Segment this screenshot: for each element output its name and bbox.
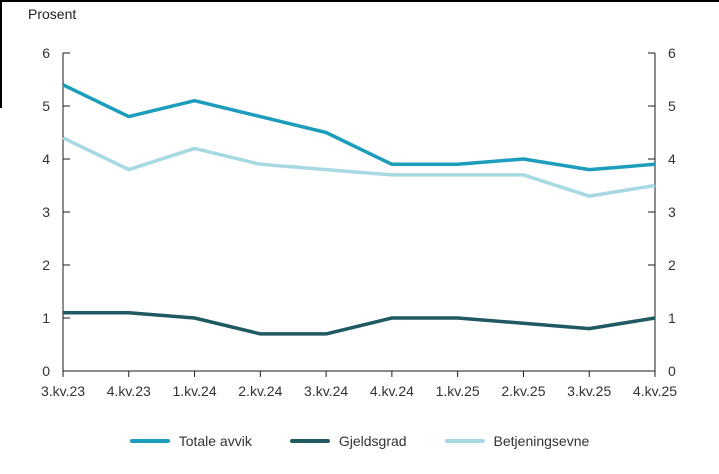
x-tick-label: 3.kv.25	[567, 383, 611, 399]
y-tick-label-right: 5	[668, 98, 676, 114]
legend-item-totale-avvik: Totale avvik	[129, 433, 252, 449]
y-tick-label-right: 1	[668, 310, 676, 326]
frame-left-border	[0, 0, 2, 108]
y-tick-label-left: 2	[42, 257, 50, 273]
y-tick-label-left: 0	[42, 363, 50, 379]
y-tick-label-left: 4	[42, 151, 50, 167]
y-tick-label-right: 4	[668, 151, 676, 167]
x-tick-label: 4.kv.24	[370, 383, 414, 399]
chart-legend: Totale avvik Gjeldsgrad Betjeningsevne	[0, 433, 719, 449]
legend-swatch-totale-avvik	[129, 439, 170, 443]
y-tick-label-right: 0	[668, 363, 676, 379]
x-tick-label: 2.kv.24	[238, 383, 282, 399]
series-line-gjeldsgrad	[63, 310, 656, 336]
legend-label-gjeldsgrad: Gjeldsgrad	[338, 433, 407, 449]
x-tick-label: 1.kv.25	[436, 383, 480, 399]
x-tick-label: 3.kv.23	[41, 383, 85, 399]
series-line-betjeningsevne	[62, 136, 656, 198]
legend-item-gjeldsgrad: Gjeldsgrad	[289, 433, 407, 449]
y-tick-label-right: 3	[668, 204, 676, 220]
x-tick-label: 3.kv.24	[304, 383, 348, 399]
y-tick-label-left: 1	[42, 310, 50, 326]
y-axis-title: Prosent	[28, 6, 77, 22]
legend-label-totale-avvik: Totale avvik	[178, 433, 252, 449]
x-tick-label: 4.kv.23	[107, 383, 151, 399]
legend-label-betjeningsevne: Betjeningsevne	[493, 433, 590, 449]
legend-swatch-gjeldsgrad	[289, 439, 330, 443]
line-chart: 0 0 1 1 2 2 3 3 4 4 5 5 6 6 3.kv.23 4.kv.23 1.kv.24 2.kv.…	[41, 45, 677, 399]
y-tick-label-left: 5	[42, 98, 50, 114]
y-tick-label-left: 6	[42, 45, 50, 61]
x-tick-label: 1.kv.24	[173, 383, 217, 399]
series-line-totale-avvik	[62, 83, 656, 172]
y-tick-label-right: 2	[668, 257, 676, 273]
legend-swatch-betjeningsevne	[444, 439, 485, 443]
frame-top-border	[0, 0, 719, 2]
legend-item-betjeningsevne: Betjeningsevne	[444, 433, 590, 449]
y-tick-label-right: 6	[668, 45, 676, 61]
x-tick-label: 2.kv.25	[501, 383, 545, 399]
y-tick-label-left: 3	[42, 204, 50, 220]
x-tick-label: 4.kv.25	[633, 383, 677, 399]
